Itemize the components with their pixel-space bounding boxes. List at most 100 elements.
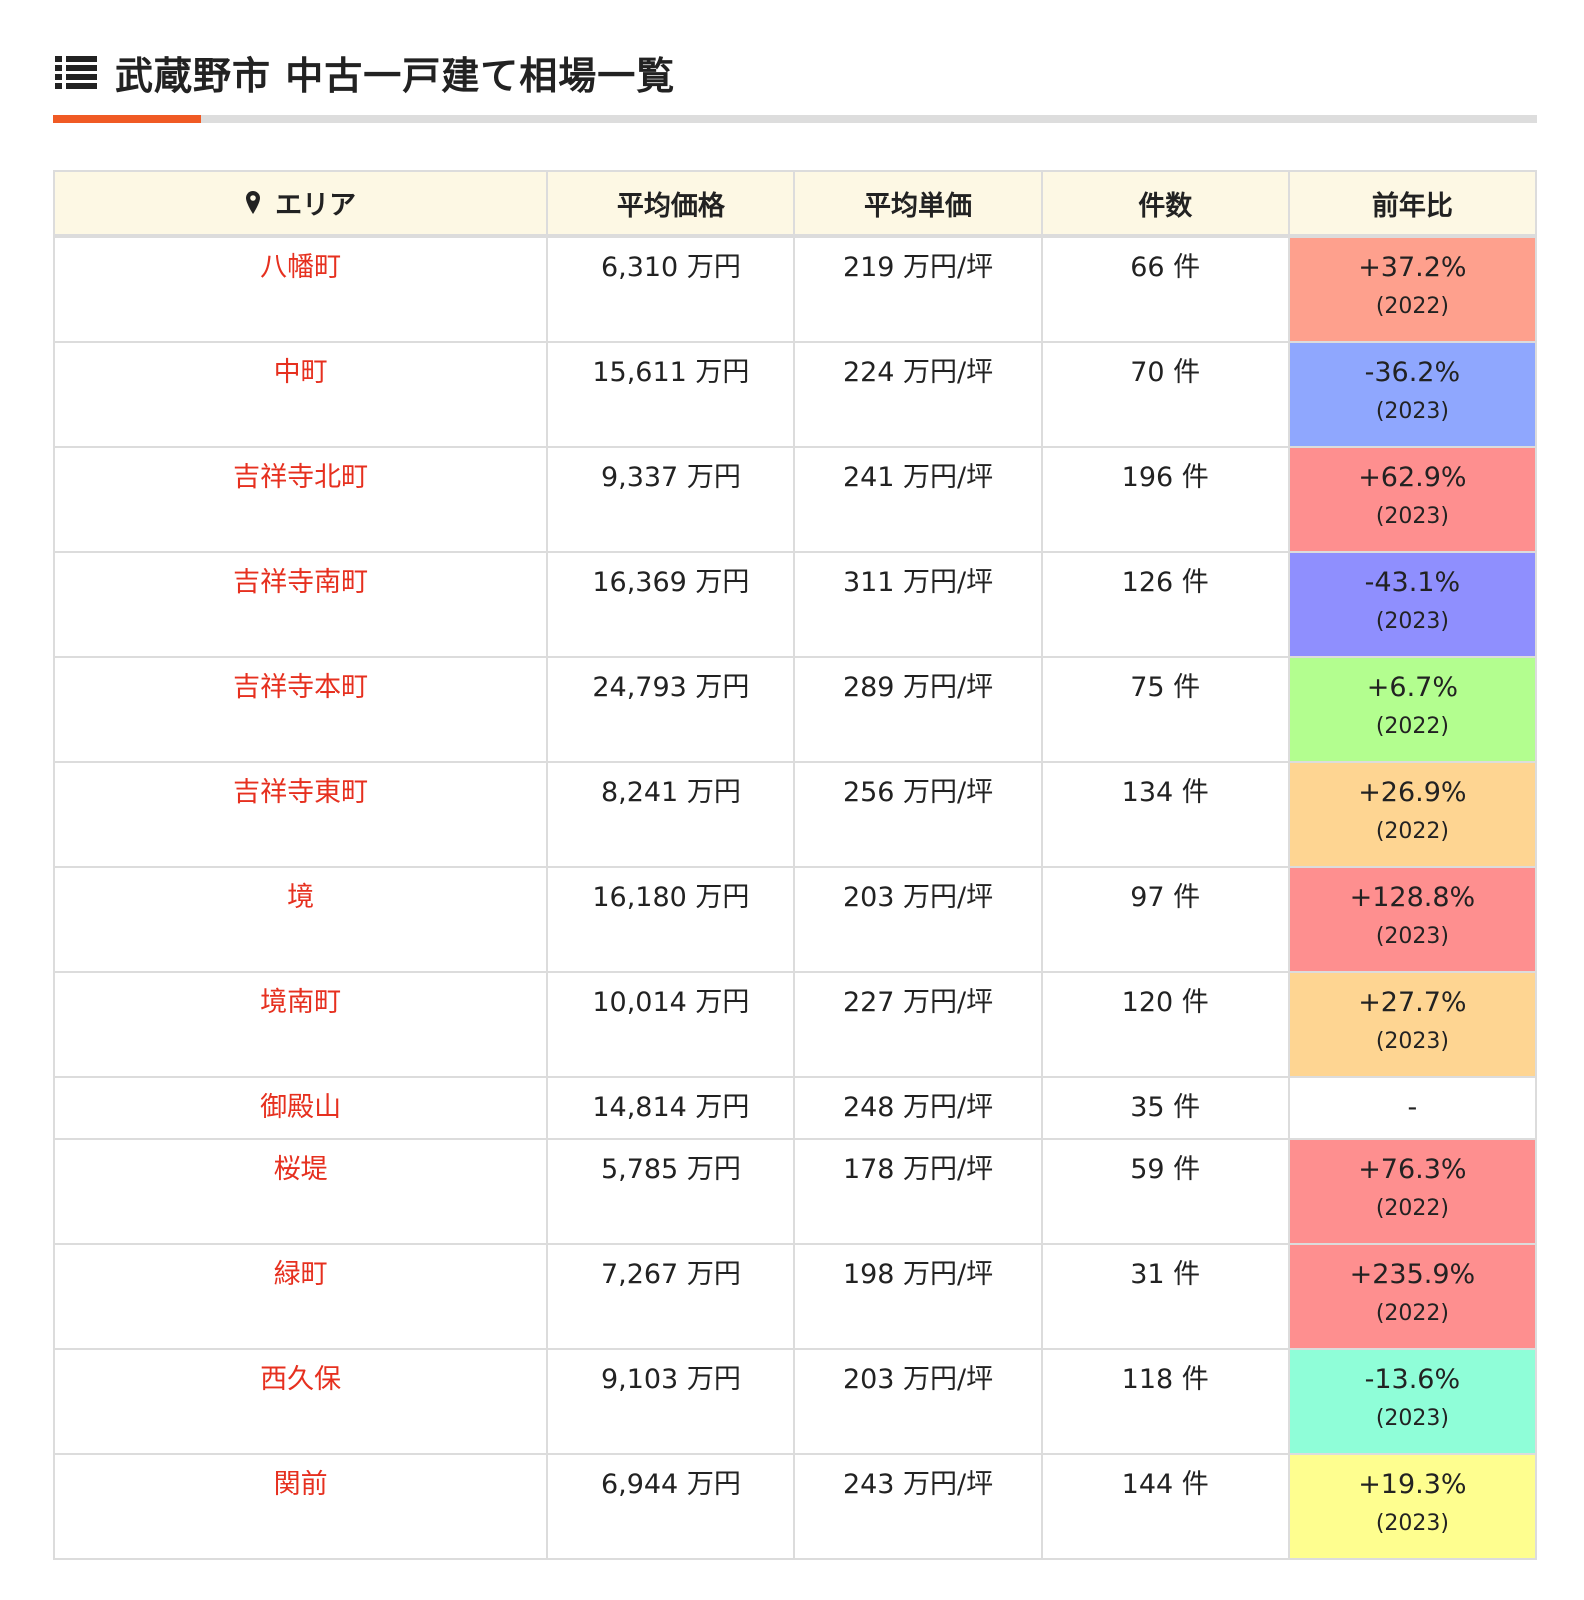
unit-price-value: 289 万円/坪: [842, 672, 994, 703]
count-cell: 31 件: [1040, 1243, 1290, 1350]
count-cell: 97 件: [1040, 866, 1290, 973]
table-row: 吉祥寺北町 9,337 万円 241 万円/坪 196 件 +62.9% (2023): [52, 446, 1538, 553]
table-row: 中町 15,611 万円 224 万円/坪 70 件 -36.2% (2023): [52, 341, 1538, 448]
count-value: 134 件: [1121, 777, 1209, 808]
table-row: 境南町 10,014 万円 227 万円/坪 120 件 +27.7% (2023): [52, 971, 1538, 1078]
unit-price-cell: 227 万円/坪: [793, 971, 1043, 1078]
unit-price-value: 256 万円/坪: [842, 777, 994, 808]
price-value: 8,241 万円: [600, 777, 741, 808]
price-cell: 9,337 万円: [546, 446, 796, 553]
price-cell: 6,310 万円: [546, 235, 796, 343]
table-row: 八幡町 6,310 万円 219 万円/坪 66 件 +37.2% (2022): [52, 235, 1538, 343]
area-cell: 吉祥寺東町: [52, 761, 549, 868]
yoy-year: (2023): [1375, 1029, 1449, 1054]
unit-price-value: 219 万円/坪: [842, 252, 994, 283]
unit-price-cell: 178 万円/坪: [793, 1138, 1043, 1245]
count-cell: 144 件: [1040, 1453, 1290, 1560]
unit-price-cell: 243 万円/坪: [793, 1453, 1043, 1560]
price-cell: 14,814 万円: [546, 1076, 796, 1140]
unit-price-cell: 289 万円/坪: [793, 656, 1043, 763]
yoy-year: (2023): [1375, 924, 1449, 949]
price-cell: 7,267 万円: [546, 1243, 796, 1350]
table-row: 吉祥寺本町 24,793 万円 289 万円/坪 75 件 +6.7% (2022): [52, 656, 1538, 763]
area-cell: 吉祥寺北町: [52, 446, 549, 553]
area-link[interactable]: 吉祥寺北町: [233, 462, 369, 493]
area-link[interactable]: 緑町: [273, 1259, 328, 1290]
unit-price-cell: 241 万円/坪: [793, 446, 1043, 553]
unit-price-cell: 248 万円/坪: [793, 1076, 1043, 1140]
area-link[interactable]: 吉祥寺東町: [233, 777, 369, 808]
yoy-year: (2023): [1375, 504, 1449, 529]
price-value: 16,369 万円: [592, 567, 750, 598]
yoy-cell: +19.3% (2023): [1287, 1453, 1538, 1560]
count-value: 70 件: [1130, 357, 1201, 388]
count-value: 35 件: [1130, 1092, 1201, 1123]
area-link[interactable]: 桜堤: [273, 1154, 328, 1185]
unit-price-cell: 256 万円/坪: [793, 761, 1043, 868]
count-cell: 75 件: [1040, 656, 1290, 763]
yoy-year: (2022): [1375, 294, 1449, 319]
yoy-cell: -: [1287, 1076, 1538, 1140]
price-value: 9,337 万円: [600, 462, 741, 493]
area-link[interactable]: 八幡町: [260, 252, 342, 283]
page-title: 武蔵野市 中古一戸建て相場一覧: [115, 53, 676, 98]
yoy-year: (2023): [1375, 609, 1449, 634]
count-value: 144 件: [1121, 1469, 1209, 1500]
area-link[interactable]: 境南町: [260, 987, 342, 1018]
area-link[interactable]: 中町: [273, 357, 328, 388]
yoy-percent: +62.9%: [1358, 462, 1467, 493]
area-link[interactable]: 吉祥寺南町: [233, 567, 369, 598]
area-cell: 境: [52, 866, 549, 973]
unit-price-value: 224 万円/坪: [842, 357, 994, 388]
price-cell: 9,103 万円: [546, 1348, 796, 1455]
count-cell: 126 件: [1040, 551, 1290, 658]
area-link[interactable]: 境: [287, 882, 315, 913]
price-value: 10,014 万円: [592, 987, 750, 1018]
yoy-percent: +37.2%: [1358, 252, 1467, 283]
count-value: 120 件: [1121, 987, 1209, 1018]
yoy-percent: +19.3%: [1358, 1469, 1467, 1500]
price-value: 5,785 万円: [600, 1154, 741, 1185]
yoy-percent: +235.9%: [1349, 1259, 1476, 1290]
yoy-cell: +27.7% (2023): [1287, 971, 1538, 1078]
area-link[interactable]: 西久保: [260, 1364, 342, 1395]
yoy-cell: -36.2% (2023): [1287, 341, 1538, 448]
area-cell: 吉祥寺本町: [52, 656, 549, 763]
area-link[interactable]: 関前: [273, 1469, 328, 1500]
area-link[interactable]: 御殿山: [260, 1092, 342, 1123]
yoy-year: (2023): [1375, 1406, 1449, 1431]
price-cell: 15,611 万円: [546, 341, 796, 448]
yoy-percent: +26.9%: [1358, 777, 1467, 808]
yoy-year: (2023): [1375, 399, 1449, 424]
yoy-percent: +76.3%: [1358, 1154, 1467, 1185]
column-header-unit-price: 平均単価: [793, 170, 1043, 238]
unit-price-cell: 311 万円/坪: [793, 551, 1043, 658]
yoy-cell: +37.2% (2022): [1287, 235, 1538, 343]
price-cell: 10,014 万円: [546, 971, 796, 1078]
count-cell: 196 件: [1040, 446, 1290, 553]
column-header-area: エリア: [52, 170, 549, 238]
count-cell: 35 件: [1040, 1076, 1290, 1140]
count-cell: 59 件: [1040, 1138, 1290, 1245]
column-header-yoy: 前年比: [1287, 170, 1538, 238]
yoy-cell: -13.6% (2023): [1287, 1348, 1538, 1455]
area-cell: 西久保: [52, 1348, 549, 1455]
column-header-price: 平均価格: [546, 170, 796, 238]
table-row: 吉祥寺東町 8,241 万円 256 万円/坪 134 件 +26.9% (2022): [52, 761, 1538, 868]
area-link[interactable]: 吉祥寺本町: [233, 672, 369, 703]
count-value: 126 件: [1121, 567, 1209, 598]
unit-price-value: 227 万円/坪: [842, 987, 994, 1018]
price-cell: 16,180 万円: [546, 866, 796, 973]
title-underline-accent: [53, 115, 201, 123]
price-cell: 24,793 万円: [546, 656, 796, 763]
unit-price-cell: 203 万円/坪: [793, 1348, 1043, 1455]
price-value: 6,310 万円: [600, 252, 741, 283]
count-cell: 70 件: [1040, 341, 1290, 448]
area-cell: 中町: [52, 341, 549, 448]
unit-price-value: 248 万円/坪: [842, 1092, 994, 1123]
area-cell: 境南町: [52, 971, 549, 1078]
price-value: 6,944 万円: [600, 1469, 741, 1500]
yoy-year: (2023): [1375, 1511, 1449, 1536]
unit-price-value: 243 万円/坪: [842, 1469, 994, 1500]
count-value: 59 件: [1130, 1154, 1201, 1185]
